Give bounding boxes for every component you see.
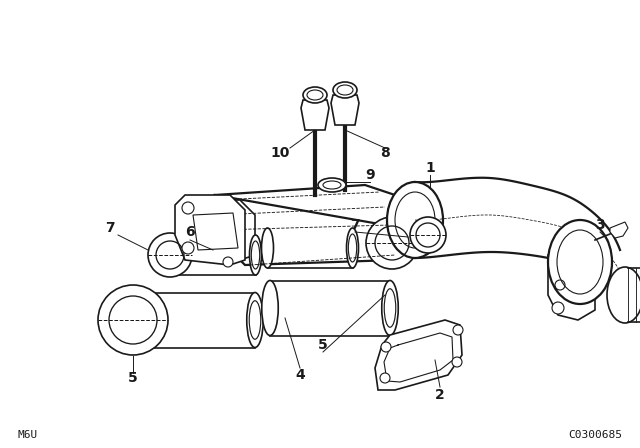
Circle shape xyxy=(410,217,446,253)
Polygon shape xyxy=(270,280,390,336)
Ellipse shape xyxy=(346,228,358,268)
Text: 7: 7 xyxy=(350,218,360,232)
Polygon shape xyxy=(180,200,255,260)
Ellipse shape xyxy=(250,235,262,275)
Polygon shape xyxy=(215,185,400,225)
Text: 3: 3 xyxy=(595,218,605,232)
Text: 9: 9 xyxy=(365,168,375,182)
Polygon shape xyxy=(301,100,329,130)
Polygon shape xyxy=(331,95,359,125)
Text: 2: 2 xyxy=(435,388,445,402)
Text: 4: 4 xyxy=(295,368,305,382)
Text: 5: 5 xyxy=(128,371,138,385)
Circle shape xyxy=(98,285,168,355)
Circle shape xyxy=(182,242,194,254)
Circle shape xyxy=(366,217,418,269)
Text: 10: 10 xyxy=(270,146,290,160)
Polygon shape xyxy=(193,213,238,250)
Text: 5: 5 xyxy=(318,338,328,352)
Ellipse shape xyxy=(303,87,327,103)
Circle shape xyxy=(452,357,462,367)
Ellipse shape xyxy=(387,182,443,258)
Circle shape xyxy=(453,325,463,335)
Polygon shape xyxy=(610,222,628,238)
Circle shape xyxy=(223,257,233,267)
Circle shape xyxy=(380,373,390,383)
Polygon shape xyxy=(268,228,353,268)
Text: 8: 8 xyxy=(380,146,390,160)
Text: C0300685: C0300685 xyxy=(568,430,622,440)
Text: 6: 6 xyxy=(185,225,195,239)
Text: M6U: M6U xyxy=(18,430,38,440)
Ellipse shape xyxy=(607,267,640,323)
Polygon shape xyxy=(375,320,462,390)
Polygon shape xyxy=(415,178,620,295)
Ellipse shape xyxy=(548,220,612,304)
Circle shape xyxy=(148,233,192,277)
Circle shape xyxy=(182,202,194,214)
Ellipse shape xyxy=(164,235,177,275)
Polygon shape xyxy=(215,195,395,265)
Polygon shape xyxy=(175,195,245,265)
Polygon shape xyxy=(170,235,255,275)
Text: 7: 7 xyxy=(105,221,115,235)
Polygon shape xyxy=(135,293,255,348)
Ellipse shape xyxy=(318,178,346,192)
Ellipse shape xyxy=(127,293,143,348)
Text: 1: 1 xyxy=(425,161,435,175)
Circle shape xyxy=(552,302,564,314)
Ellipse shape xyxy=(262,280,278,336)
Circle shape xyxy=(381,342,391,352)
Ellipse shape xyxy=(381,280,398,336)
Ellipse shape xyxy=(247,293,263,348)
Ellipse shape xyxy=(333,82,357,98)
Ellipse shape xyxy=(262,228,273,268)
Polygon shape xyxy=(548,235,595,320)
